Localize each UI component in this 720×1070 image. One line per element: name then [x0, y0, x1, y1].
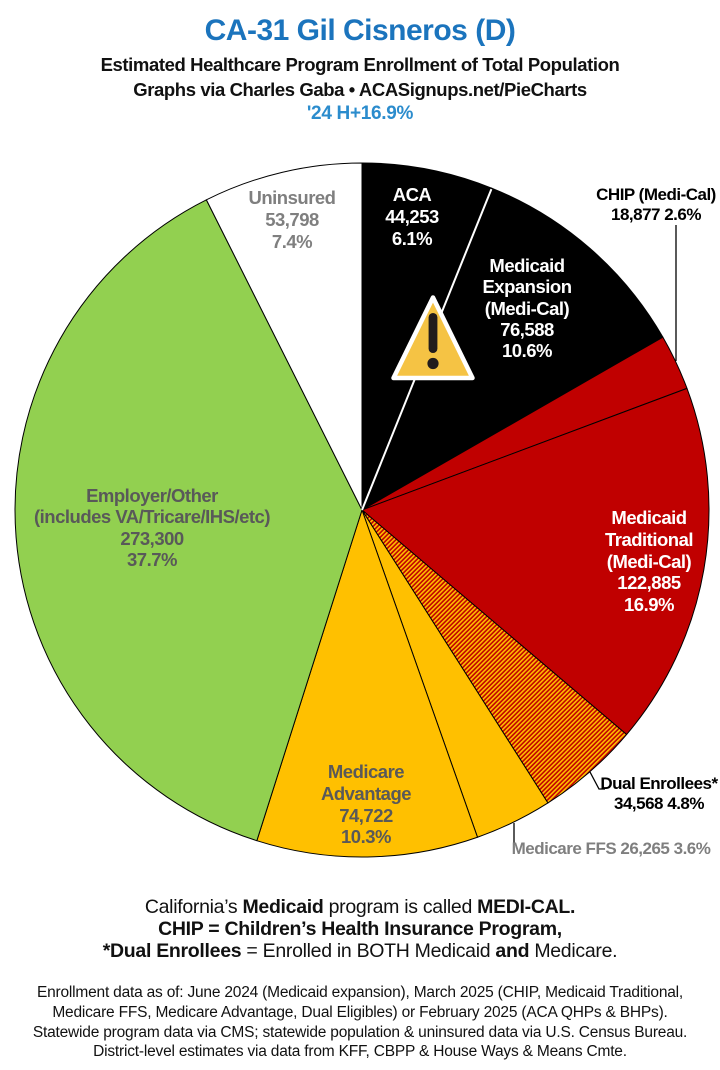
pie-label-line: 10.6%: [502, 340, 552, 362]
footer-line: Statewide program data via CMS; statewid…: [32, 1023, 688, 1041]
pie-label-medicaid-traditional: Medicaid Traditional (Medi-Cal) 122,885 16.9…: [604, 507, 694, 616]
growth-note: '24 H+16.9%: [306, 103, 414, 124]
pie-label-line: 34,568 4.8%: [614, 793, 704, 813]
footer-line: Medicare FFS, Medicare Advantage, Dual E…: [52, 1003, 668, 1021]
note-segment: CHIP: [158, 917, 204, 940]
pie-label-uninsured: Uninsured 53,798 7.4%: [249, 187, 336, 252]
pie-label-line: 53,798: [265, 208, 319, 230]
pie-label-line: Medicare: [327, 761, 405, 782]
pie-slice-medicaid-traditional: [361, 387, 710, 736]
footer-line: Enrollment data as of: June 2024 (Medica…: [36, 984, 684, 1001]
pie-label-medicare-advantage: Medicare Advantage 74,722 10.3%: [320, 761, 412, 848]
pie-slice-medicare-advantage: [256, 509, 478, 858]
footer-line: District-level estimates via data from K…: [93, 1043, 627, 1061]
pie-label-line: Uninsured: [248, 187, 336, 208]
pie-label-line: Traditional: [604, 528, 694, 550]
pie-label-line: Advantage: [320, 782, 412, 804]
note-line: CHIP = Children’s Health Insurance Progr…: [0, 917, 720, 941]
pie-label-line: 16.9%: [624, 594, 674, 616]
pie-label-line: 76,588: [500, 318, 554, 340]
pie-label-line: Medicaid: [489, 255, 565, 276]
pie-label-line: CHIP (Medi-Cal): [596, 185, 716, 204]
pie-label-line: (Medi-Cal): [606, 550, 692, 572]
note-line: California’s Medicaid program is called …: [0, 896, 720, 919]
page-title: CA-31 Gil Cisneros (D): [204, 14, 516, 47]
note-segment: Medicaid: [242, 896, 324, 918]
note-segment: Medicare.: [529, 939, 618, 962]
pie-label-line: 10.3%: [341, 826, 391, 848]
pie-label-employer-other: Employer/Other (includes VA/Tricare/IHS/e…: [33, 485, 271, 570]
chart-byline: Graphs via Charles Gaba • ACASignups.net…: [133, 79, 587, 100]
pie-label-line: ACA: [392, 184, 432, 205]
pie-label-medicaid-expansion: Medicaid Expansion (Medi-Cal) 76,588 10.6%: [482, 255, 572, 362]
pie-label-line: Expansion: [482, 276, 572, 298]
pie-slice-uninsured: [205, 162, 363, 511]
pie-label-line: Medicaid: [611, 507, 687, 528]
note-segment: =: [203, 917, 225, 940]
note-line: *Dual Enrollees = Enrolled in BOTH Medic…: [0, 939, 720, 963]
notes: California’s Medicaid program is called …: [0, 896, 720, 963]
pie-label-line: 74,722: [339, 804, 393, 826]
pie-label-line: (Medi-Cal): [484, 297, 570, 319]
chart-subtitle: Estimated Healthcare Program Enrollment …: [100, 54, 620, 75]
pie-label-line: Medicare FFS 26,265 3.6%: [511, 839, 711, 858]
pie-label-dual-enrollees: Dual Enrollees* 34,568 4.8%: [600, 774, 718, 813]
dual-enrollees-leader-line: [589, 771, 605, 790]
pie-slice-employer-other: [14, 199, 363, 842]
note-segment: California’s: [144, 896, 243, 918]
note-segment: and: [495, 939, 530, 962]
note-segment: = Enrolled in BOTH Medicaid: [241, 939, 496, 962]
note-segment: Children’s Health Insurance Program,: [224, 917, 562, 940]
pie-label-line: 6.1%: [391, 227, 433, 249]
pie-label-chip: CHIP (Medi-Cal) 18,877 2.6%: [596, 185, 716, 225]
pie-label-line: 37.7%: [127, 548, 177, 570]
pie-label-line: Employer/Other: [86, 485, 218, 506]
pie-label-line: 7.4%: [271, 230, 313, 252]
pie-label-line: 273,300: [120, 527, 184, 549]
pie-label-aca: ACA 44,253 6.1%: [385, 184, 439, 249]
pie-label-line: Dual Enrollees*: [600, 774, 718, 793]
pie-label-line: (includes VA/Tricare/IHS/etc): [33, 506, 271, 528]
footer: Enrollment data as of: June 2024 (Medica…: [0, 983, 720, 1062]
pie-slice-medicaid-expansion: [361, 187, 664, 511]
note-segment: program is called: [323, 896, 478, 918]
note-segment: *Dual Enrollees: [102, 939, 242, 962]
warning-triangle-icon: [391, 295, 475, 381]
note-segment: MEDI-CAL.: [477, 896, 576, 918]
pie-label-line: 18,877 2.6%: [611, 205, 701, 224]
pie-label-line: 44,253: [385, 205, 439, 227]
pie-label-line: 122,885: [617, 572, 681, 594]
pie-label-medicare-ffs: Medicare FFS 26,265 3.6%: [512, 840, 711, 858]
